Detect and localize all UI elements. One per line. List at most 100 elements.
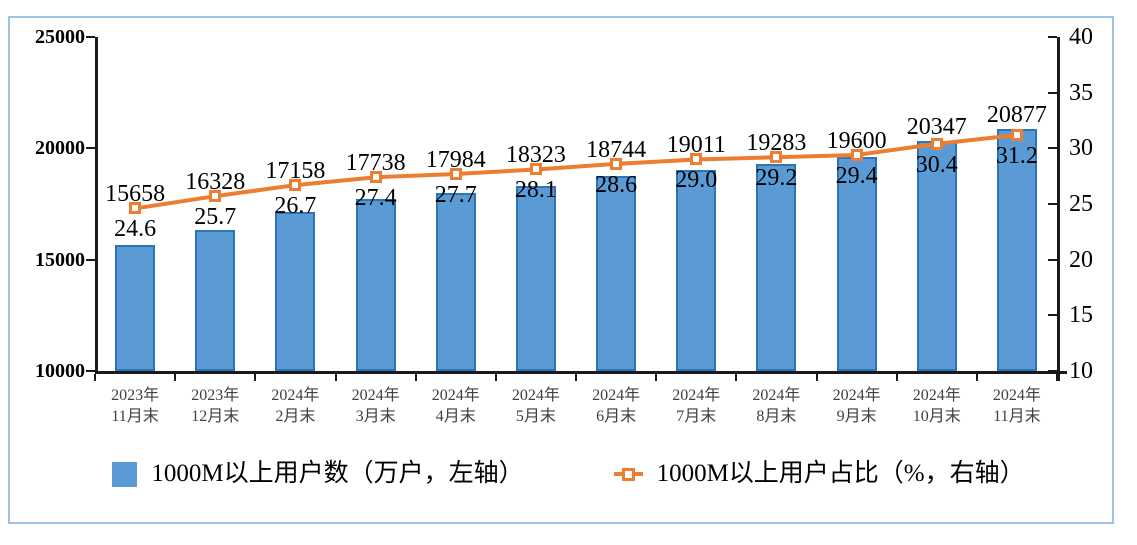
x-tick-label: 2024年 2月末	[271, 387, 320, 425]
right-axis-tick-label: 25	[1069, 191, 1093, 217]
line-value-label: 27.7	[434, 181, 477, 208]
x-tick-label: 2024年 7月末	[672, 387, 721, 425]
right-axis-tick	[1048, 314, 1057, 317]
left-axis-tick-label: 20000	[35, 137, 85, 160]
x-axis-tick	[174, 374, 177, 381]
bar-value-label: 17738	[345, 150, 406, 177]
bar-value-label: 15658	[105, 181, 166, 208]
right-axis-tick-label: 40	[1069, 24, 1093, 50]
line-point-marker	[529, 163, 542, 176]
bar	[275, 211, 316, 371]
legend-square-marker	[621, 467, 635, 481]
x-axis-tick	[494, 374, 497, 381]
bar-value-label: 17158	[265, 158, 326, 185]
bar-value-label: 20347	[906, 113, 967, 140]
bar	[756, 164, 797, 371]
left-axis-tick-label: 25000	[35, 26, 85, 48]
bar	[996, 128, 1037, 371]
right-axis-line	[1057, 37, 1060, 381]
bar-value-label: 19600	[826, 128, 887, 154]
right-axis-tick	[1048, 91, 1057, 94]
bar	[515, 185, 556, 371]
line-point-marker	[770, 151, 783, 164]
bar-value-label: 19283	[746, 130, 807, 157]
x-axis-tick	[815, 374, 818, 381]
x-tick-label: 2024年 8月末	[752, 387, 801, 425]
left-axis-tick	[86, 370, 95, 372]
legend-dash-left	[613, 472, 622, 476]
line-value-label: 28.1	[514, 177, 557, 204]
bar-value-label: 20877	[986, 101, 1047, 128]
x-tick-label: 2024年 3月末	[351, 387, 400, 425]
x-axis-tick	[575, 374, 577, 381]
x-axis-tick	[735, 374, 738, 381]
line-value-label: 29.2	[755, 165, 798, 192]
left-axis-tick	[86, 36, 95, 38]
x-axis-tick	[94, 374, 96, 381]
bar-value-label: 17984	[425, 146, 486, 173]
bar-value-label: 18323	[505, 142, 566, 169]
legend: 1000M以上用户数（万户，左轴） 1000M以上用户占比（%，右轴）	[0, 452, 1137, 496]
x-axis-tick	[895, 374, 898, 381]
line-point-marker	[930, 137, 943, 150]
x-axis-tick	[975, 374, 978, 381]
line-point-marker	[850, 149, 863, 161]
line-value-label: 29.0	[675, 167, 718, 194]
left-axis-tick-label: 15000	[35, 248, 85, 271]
bar	[596, 176, 637, 371]
bar-series-swatch-icon	[112, 461, 138, 487]
x-axis-tick	[655, 374, 658, 381]
line-value-label: 30.4	[915, 151, 958, 178]
line-value-label: 24.6	[114, 216, 157, 243]
line-value-label: 31.2	[995, 142, 1038, 169]
right-axis-tick-label: 35	[1069, 79, 1093, 106]
bar	[195, 230, 236, 371]
line-value-label: 26.7	[274, 193, 317, 220]
right-axis-tick	[1048, 36, 1057, 38]
line-series-marker-icon	[613, 467, 643, 481]
x-axis-tick	[334, 374, 337, 381]
x-axis-tick	[414, 374, 417, 381]
line-point-marker	[610, 157, 623, 170]
x-tick-label: 2024年 11月末	[992, 387, 1041, 425]
bar	[435, 193, 476, 371]
x-tick-label: 2024年 6月末	[592, 387, 641, 425]
x-tick-label: 2024年 10月末	[912, 387, 961, 425]
bar	[676, 170, 717, 371]
bar-value-label: 16328	[185, 169, 246, 196]
x-tick-label: 2023年 11月末	[111, 387, 160, 425]
bar	[916, 140, 957, 371]
line-value-label: 28.6	[595, 171, 638, 198]
bar-series-legend-label: 1000M以上用户数（万户，左轴）	[151, 460, 524, 487]
x-tick-label: 2024年 4月末	[431, 387, 480, 425]
legend-item-line-series: 1000M以上用户占比（%，右轴）	[613, 459, 1025, 489]
line-value-label: 25.7	[194, 204, 237, 231]
line-point-marker	[369, 171, 382, 184]
right-axis-tick-label: 20	[1069, 246, 1093, 273]
right-axis-tick	[1048, 203, 1057, 205]
left-axis-tick	[86, 147, 95, 150]
line-series-legend-label: 1000M以上用户占比（%，右轴）	[656, 460, 1025, 487]
line-point-marker	[289, 179, 302, 192]
x-tick-label: 2024年 9月末	[832, 387, 881, 425]
bar-value-label: 18744	[586, 136, 647, 163]
bar	[355, 198, 396, 371]
right-axis-tick	[1048, 258, 1057, 261]
line-point-marker	[1010, 128, 1023, 141]
line-value-label: 27.4	[354, 185, 397, 212]
x-axis-tick	[254, 374, 257, 381]
right-axis-tick-label: 15	[1069, 302, 1093, 329]
x-tick-label: 2023年 12月末	[191, 387, 240, 425]
line-point-marker	[449, 167, 462, 180]
right-axis-tick-label: 30	[1069, 135, 1093, 162]
left-axis-tick-label: 10000	[35, 360, 85, 382]
left-axis-line	[95, 37, 98, 374]
line-value-label: 29.4	[835, 163, 878, 189]
x-axis-line	[95, 371, 1067, 374]
line-point-marker	[690, 153, 703, 166]
right-axis-tick-label: 10	[1069, 358, 1093, 384]
bar	[115, 245, 156, 371]
bar-value-label: 19011	[666, 132, 726, 159]
